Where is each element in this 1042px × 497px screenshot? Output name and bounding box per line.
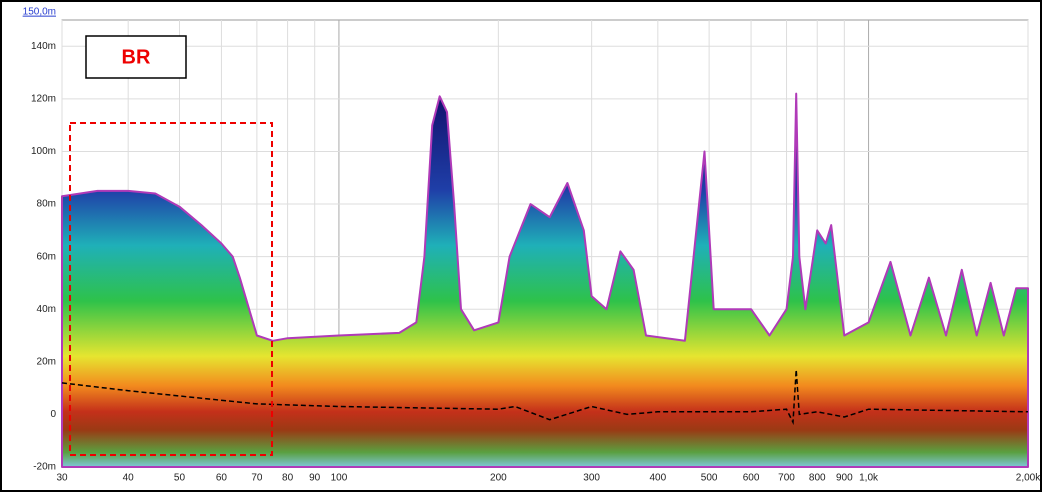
y-tick-label: -20m — [33, 462, 56, 473]
x-tick-label: 200 — [490, 473, 507, 484]
x-tick-label: 80 — [282, 473, 294, 484]
y-tick-label: 20m — [37, 356, 56, 367]
y-tick-label: 80m — [37, 199, 56, 210]
x-tick-label: 900 — [836, 473, 853, 484]
x-tick-label: 2,00k — [1016, 473, 1041, 484]
x-tick-label: 1,0k — [859, 473, 879, 484]
x-tick-label: 90 — [309, 473, 321, 484]
y-tick-label: 0 — [50, 409, 56, 420]
highlight-box — [69, 122, 273, 456]
x-tick-label: 800 — [809, 473, 826, 484]
y-tick-label: 150,0m — [23, 7, 56, 18]
decay-area — [61, 92, 1029, 468]
y-tick-label: 120m — [31, 94, 56, 105]
x-tick-label: 60 — [216, 473, 228, 484]
trace-line — [61, 369, 1029, 426]
annotation-box — [85, 35, 187, 79]
x-tick-label: 300 — [583, 473, 600, 484]
x-tick-label: 400 — [649, 473, 666, 484]
y-tick-label: 140m — [31, 41, 56, 52]
x-tick-label: 50 — [174, 473, 186, 484]
x-tick-label: 100 — [331, 473, 348, 484]
x-tick-label: 40 — [123, 473, 135, 484]
x-tick-label: 30 — [56, 473, 68, 484]
annotation: BR — [122, 46, 151, 68]
y-tick-label: 60m — [37, 251, 56, 262]
y-tick-label: 100m — [31, 146, 56, 157]
x-tick-label: 600 — [743, 473, 760, 484]
x-tick-label: 70 — [251, 473, 263, 484]
y-tick-label: 40m — [37, 304, 56, 315]
x-tick-label: 700 — [778, 473, 795, 484]
x-tick-label: 500 — [701, 473, 718, 484]
